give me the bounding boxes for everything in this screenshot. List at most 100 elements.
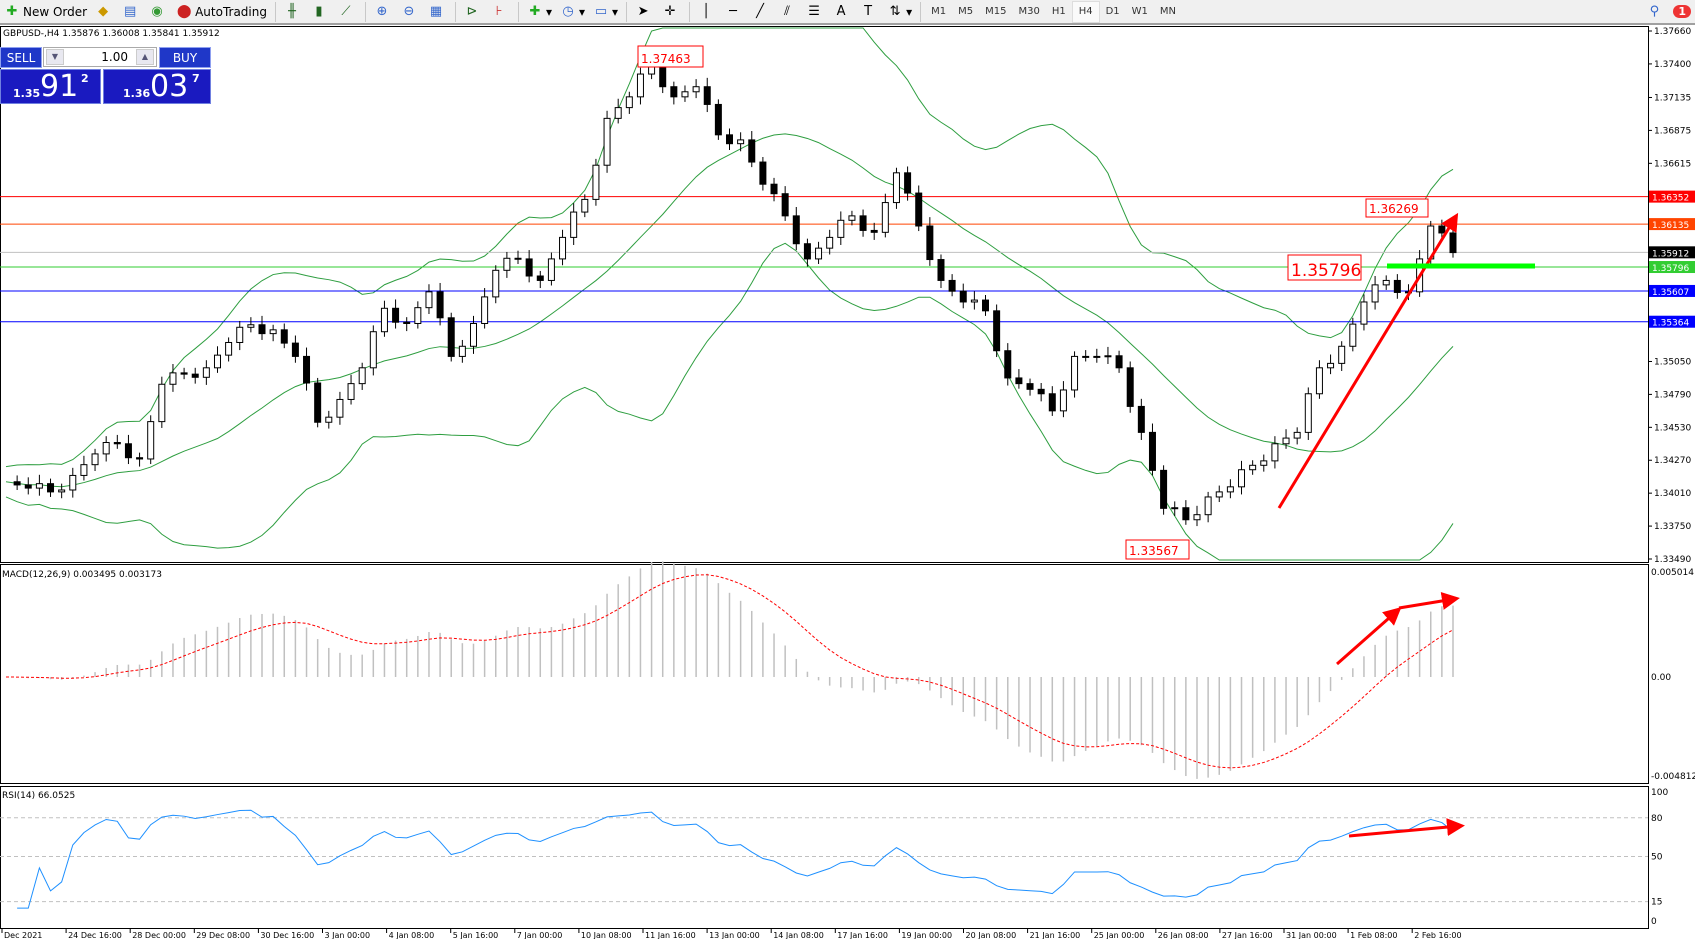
date-axis-label: 7 Jan 00:00 bbox=[517, 931, 563, 939]
candle bbox=[1215, 491, 1223, 498]
price-axis-label: 1.37135 bbox=[1654, 93, 1691, 103]
date-axis-label: 3 Jan 00:00 bbox=[325, 931, 371, 939]
date-axis-label: 29 Dec 08:00 bbox=[196, 931, 250, 939]
tile-windows-icon: ▦ bbox=[429, 3, 443, 19]
candle bbox=[904, 172, 912, 194]
chart-shift-icon: ⊦ bbox=[495, 3, 503, 19]
fibonacci-button[interactable]: ☰ bbox=[802, 1, 829, 23]
lot-increase-button[interactable]: ▲ bbox=[136, 49, 154, 65]
line-chart-icon: ⟋ bbox=[341, 3, 351, 19]
candle bbox=[403, 321, 411, 324]
search-button[interactable]: ⚲ bbox=[1642, 1, 1669, 23]
timeframe-m5[interactable]: M5 bbox=[958, 6, 974, 17]
candle bbox=[970, 299, 978, 303]
timeframe-m15[interactable]: M15 bbox=[985, 6, 1007, 17]
text-label-button[interactable]: T bbox=[856, 1, 883, 23]
text-button[interactable]: A bbox=[829, 1, 856, 23]
candle bbox=[982, 299, 990, 312]
new-order-button[interactable]: ✚ New Order bbox=[0, 1, 91, 23]
metaeditor-button[interactable]: ◆ bbox=[91, 1, 118, 23]
macd-pane bbox=[0, 564, 1649, 784]
buy-button[interactable]: BUY bbox=[159, 47, 211, 68]
candle bbox=[625, 96, 633, 109]
price-axis-label: 1.35050 bbox=[1654, 357, 1691, 367]
notifications-button[interactable]: 1 bbox=[1669, 1, 1695, 23]
candlestick-button[interactable]: ▮ bbox=[307, 1, 334, 23]
lot-value: 1.00 bbox=[101, 50, 128, 64]
cursor-button[interactable]: ➤ bbox=[631, 1, 658, 23]
line-chart-button[interactable]: ⟋ bbox=[334, 1, 361, 23]
candle bbox=[1393, 279, 1401, 293]
zoom-out-button[interactable]: ⊖ bbox=[397, 1, 424, 23]
timeframe-m1[interactable]: M1 bbox=[931, 6, 947, 17]
periods-button[interactable]: ◷ ▾ bbox=[556, 1, 589, 23]
terminal-button[interactable]: ▤ bbox=[118, 1, 145, 23]
timeframe-mn[interactable]: MN bbox=[1159, 6, 1177, 17]
timeframe-d1[interactable]: D1 bbox=[1105, 6, 1120, 17]
date-axis-label: 1 Feb 08:00 bbox=[1350, 931, 1397, 939]
indicators-button[interactable]: ✚ ▾ bbox=[523, 1, 556, 23]
level-price-tag bbox=[1649, 315, 1695, 328]
sell-button[interactable]: SELL bbox=[0, 47, 42, 68]
candle bbox=[1327, 362, 1335, 369]
candle bbox=[1104, 355, 1112, 358]
arrows-button[interactable]: ⇅ ▾ bbox=[883, 1, 916, 23]
price-axis-label: 1.34010 bbox=[1654, 489, 1691, 499]
autoscroll-button[interactable]: ⊳ bbox=[460, 1, 487, 23]
date-axis-label: 13 Jan 00:00 bbox=[709, 931, 760, 939]
bar-chart-button[interactable]: ╫ bbox=[280, 1, 307, 23]
candle bbox=[13, 481, 21, 486]
level-price-tag bbox=[1649, 246, 1695, 259]
candle bbox=[636, 73, 644, 98]
lot-size-input[interactable]: ▼ 1.00 ▲ bbox=[43, 47, 157, 67]
timeframe-m30[interactable]: M30 bbox=[1018, 6, 1040, 17]
candle bbox=[1260, 460, 1268, 466]
rsi-axis-label: 15 bbox=[1651, 898, 1662, 908]
candle bbox=[358, 367, 366, 385]
date-axis-label: 4 Jan 08:00 bbox=[389, 931, 435, 939]
tile-windows-button[interactable]: ▦ bbox=[424, 1, 451, 23]
candle bbox=[325, 416, 333, 423]
candle bbox=[926, 225, 934, 261]
signals-button[interactable]: ◉ bbox=[145, 1, 172, 23]
cursor-icon: ➤ bbox=[637, 3, 649, 19]
one-click-trading-panel: SELL ▼ 1.00 ▲ BUY 1.35 91 2 1.36 03 7 bbox=[0, 47, 211, 104]
candle bbox=[1026, 383, 1034, 390]
new-order-icon: ✚ bbox=[6, 3, 18, 19]
bollinger-middle bbox=[5, 133, 1454, 488]
trendline-icon: ╱ bbox=[756, 3, 764, 19]
timeframe-w1[interactable]: W1 bbox=[1131, 6, 1148, 17]
candle bbox=[1293, 431, 1301, 439]
horizontal-line-button[interactable]: ─ bbox=[721, 1, 748, 23]
candle bbox=[247, 324, 255, 328]
level-price-label: 1.36135 bbox=[1652, 221, 1689, 231]
lot-decrease-button[interactable]: ▼ bbox=[46, 49, 64, 65]
price-axis-label: 1.36615 bbox=[1654, 159, 1691, 169]
date-axis-label: 24 Dec 16:00 bbox=[68, 931, 122, 939]
vertical-line-button[interactable]: │ bbox=[694, 1, 721, 23]
buy-price[interactable]: 1.36 03 7 bbox=[103, 69, 211, 104]
candle bbox=[670, 86, 678, 98]
price-annotation: 1.35796 bbox=[1291, 261, 1361, 281]
sell-price[interactable]: 1.35 91 2 bbox=[0, 69, 101, 104]
candle bbox=[314, 382, 322, 423]
timeframe-h1[interactable]: H1 bbox=[1051, 6, 1066, 17]
candle bbox=[1249, 464, 1257, 471]
candle bbox=[69, 474, 77, 491]
rsi-line bbox=[17, 809, 1454, 909]
candle bbox=[1449, 232, 1457, 254]
zoom-in-button[interactable]: ⊕ bbox=[370, 1, 397, 23]
candle bbox=[1037, 388, 1045, 395]
timeframe-h4[interactable]: H4 bbox=[1071, 0, 1100, 23]
trendline-button[interactable]: ╱ bbox=[748, 1, 775, 23]
rsi-axis-label: 0 bbox=[1651, 917, 1657, 927]
candle bbox=[547, 258, 555, 281]
candle bbox=[458, 345, 466, 357]
autotrading-button[interactable]: ⬤ AutoTrading bbox=[176, 3, 267, 19]
crosshair-button[interactable]: ✛ bbox=[658, 1, 685, 23]
equidistant-channel-button[interactable]: ⫽ bbox=[775, 1, 802, 23]
templates-button[interactable]: ▭ ▾ bbox=[594, 3, 619, 19]
level-price-tag bbox=[1649, 284, 1695, 297]
chart-shift-button[interactable]: ⊦ bbox=[487, 1, 514, 23]
